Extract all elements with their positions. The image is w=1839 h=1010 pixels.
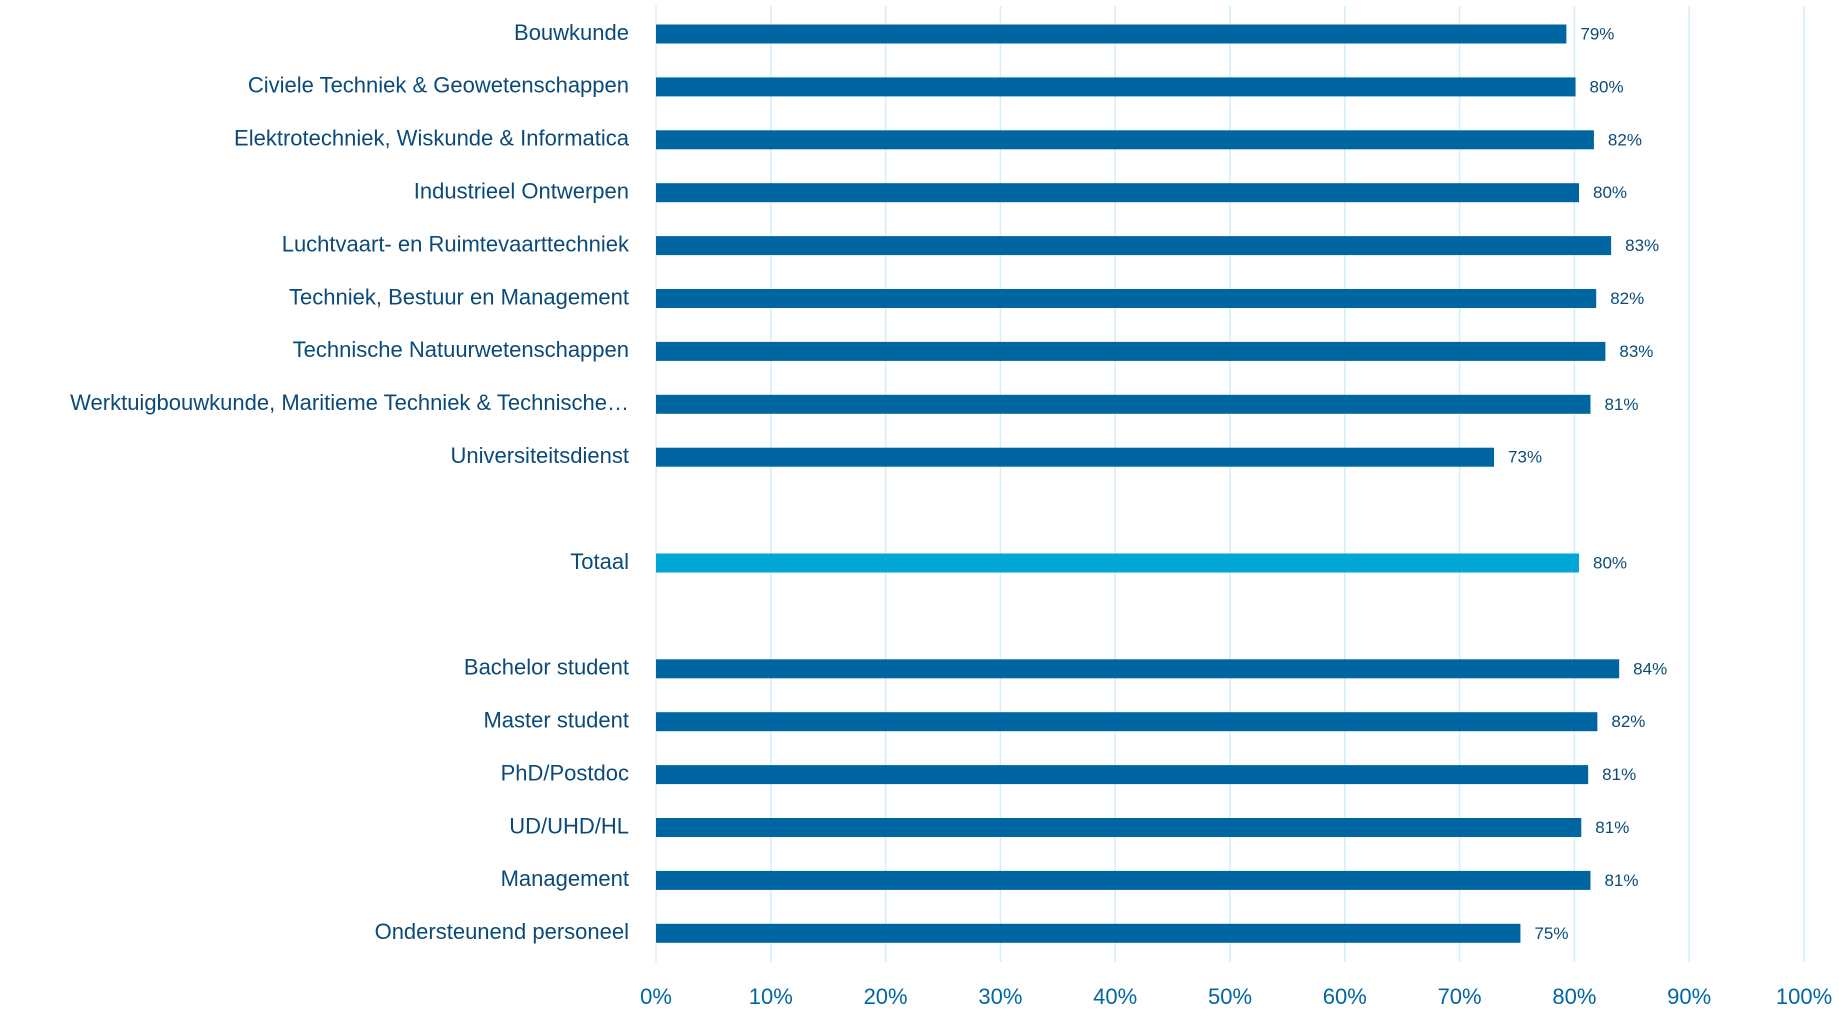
value-label: 81% bbox=[1604, 395, 1638, 414]
value-label: 84% bbox=[1633, 659, 1667, 678]
bar bbox=[656, 447, 1495, 467]
bar bbox=[656, 870, 1591, 890]
x-tick-label: 30% bbox=[978, 984, 1022, 1009]
bar bbox=[656, 77, 1576, 97]
bar bbox=[656, 394, 1591, 414]
category-label: Totaal bbox=[570, 549, 629, 574]
bar bbox=[656, 765, 1589, 785]
x-tick-label: 100% bbox=[1776, 984, 1832, 1009]
value-label: 80% bbox=[1593, 553, 1627, 572]
bar bbox=[656, 24, 1567, 44]
value-label: 83% bbox=[1625, 236, 1659, 255]
x-tick-label: 40% bbox=[1093, 984, 1137, 1009]
bar bbox=[656, 659, 1620, 679]
category-label: Master student bbox=[483, 708, 629, 733]
value-label: 79% bbox=[1580, 24, 1614, 43]
bar bbox=[656, 130, 1594, 150]
category-label: PhD/Postdoc bbox=[501, 760, 629, 785]
value-label: 73% bbox=[1508, 448, 1542, 467]
category-label: Technische Natuurwetenschappen bbox=[293, 337, 629, 362]
x-tick-label: 70% bbox=[1438, 984, 1482, 1009]
x-tick-label: 90% bbox=[1667, 984, 1711, 1009]
bar bbox=[656, 183, 1579, 203]
value-label: 80% bbox=[1593, 183, 1627, 202]
value-label: 82% bbox=[1610, 289, 1644, 308]
x-tick-label: 60% bbox=[1323, 984, 1367, 1009]
bar bbox=[656, 712, 1598, 732]
value-label: 82% bbox=[1611, 712, 1645, 731]
category-label: Industrieel Ontwerpen bbox=[414, 179, 629, 204]
category-label: Werktuigbouwkunde, Maritieme Techniek & … bbox=[70, 390, 629, 415]
bar bbox=[656, 236, 1612, 256]
value-label: 83% bbox=[1619, 342, 1653, 361]
value-label: 80% bbox=[1590, 77, 1624, 96]
bar bbox=[656, 289, 1597, 308]
category-label: Universiteitsdienst bbox=[450, 443, 629, 468]
x-tick-label: 20% bbox=[864, 984, 908, 1009]
category-label: UD/UHD/HL bbox=[509, 813, 629, 838]
x-tick-label: 50% bbox=[1208, 984, 1252, 1009]
value-label: 75% bbox=[1534, 924, 1568, 943]
category-label: Bachelor student bbox=[464, 655, 629, 680]
value-label: 81% bbox=[1602, 765, 1636, 784]
category-label: Ondersteunend personeel bbox=[375, 919, 629, 944]
category-label: Bouwkunde bbox=[514, 20, 629, 45]
category-label: Luchtvaart- en Ruimtevaarttechniek bbox=[282, 231, 630, 256]
bar bbox=[656, 553, 1579, 573]
bar bbox=[656, 923, 1521, 943]
x-tick-label: 10% bbox=[749, 984, 793, 1009]
category-label: Civiele Techniek & Geowetenschappen bbox=[248, 73, 629, 98]
category-label: Techniek, Bestuur en Management bbox=[289, 284, 629, 309]
category-label: Management bbox=[501, 866, 629, 891]
bar bbox=[656, 818, 1582, 837]
value-label: 81% bbox=[1604, 871, 1638, 890]
value-label: 81% bbox=[1595, 818, 1629, 837]
category-label: Elektrotechniek, Wiskunde & Informatica bbox=[234, 126, 630, 151]
x-tick-label: 0% bbox=[640, 984, 672, 1009]
value-label: 82% bbox=[1608, 130, 1642, 149]
x-tick-label: 80% bbox=[1552, 984, 1596, 1009]
bar bbox=[656, 341, 1606, 361]
